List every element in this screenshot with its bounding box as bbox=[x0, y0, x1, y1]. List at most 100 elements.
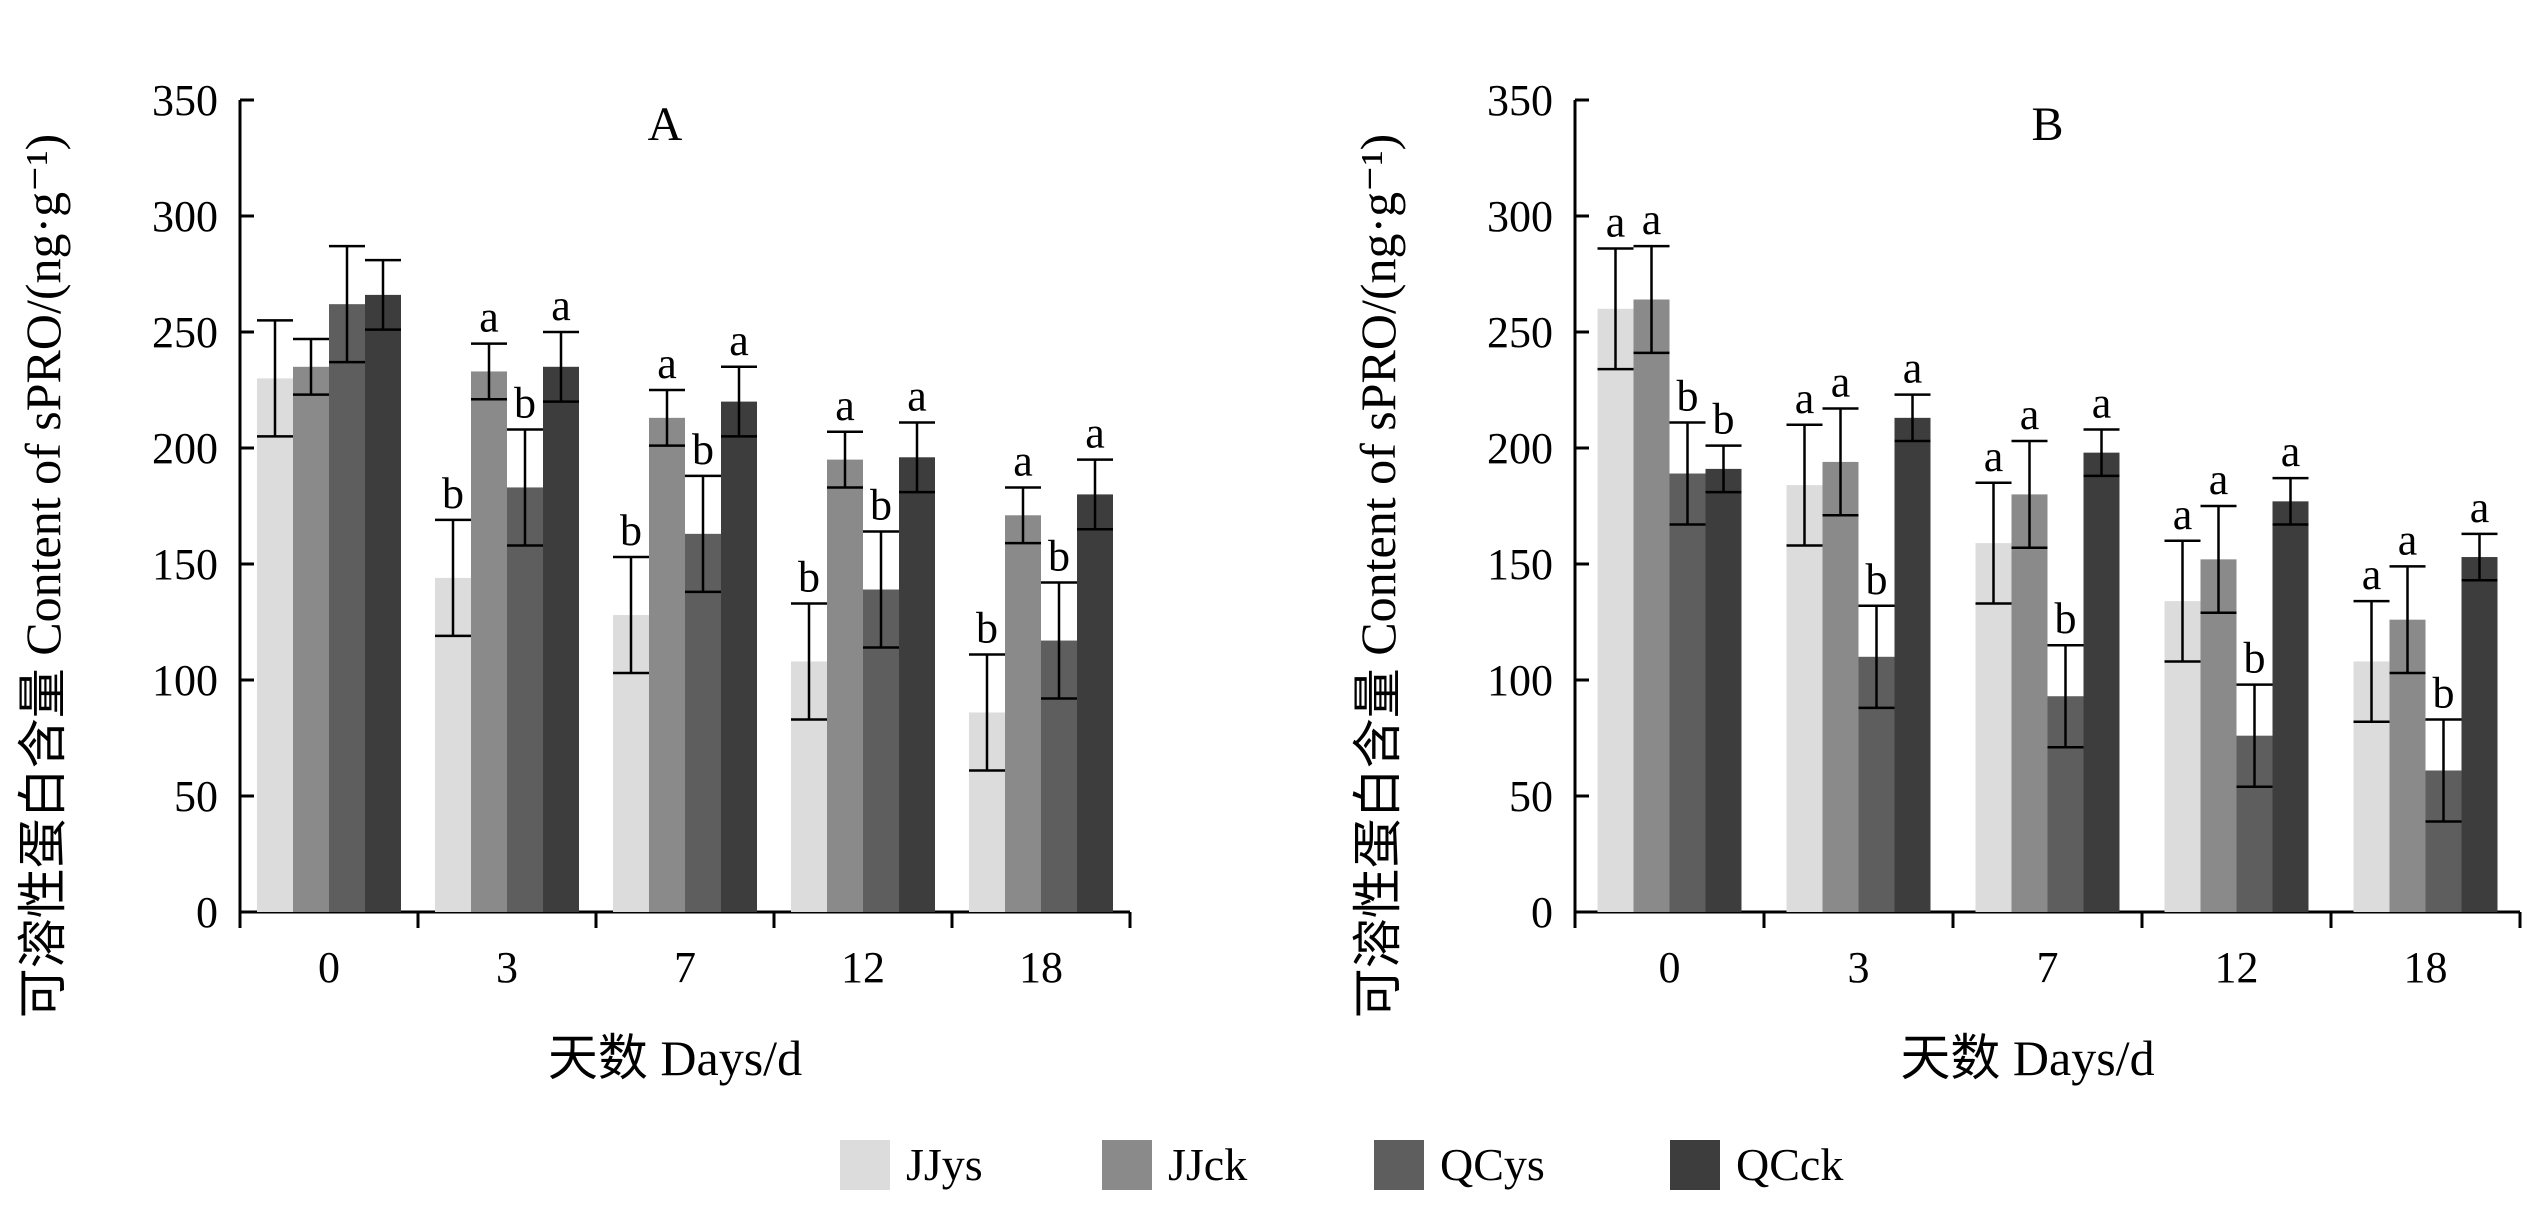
y-tick-label: 250 bbox=[152, 308, 218, 357]
significance-label: a bbox=[479, 293, 499, 342]
y-tick-label: 100 bbox=[152, 656, 218, 705]
significance-label: b bbox=[798, 552, 820, 601]
y-tick-label: 250 bbox=[1487, 308, 1553, 357]
significance-label: a bbox=[2398, 515, 2418, 564]
bar-qcck bbox=[2461, 557, 2498, 912]
significance-label: a bbox=[2209, 455, 2229, 504]
significance-label: b bbox=[1713, 395, 1735, 444]
significance-label: a bbox=[1642, 195, 1662, 244]
y-tick-label: 200 bbox=[1487, 424, 1553, 473]
significance-label: a bbox=[1085, 409, 1105, 458]
x-tick-label: 18 bbox=[1019, 943, 1063, 992]
bar-qcck bbox=[2272, 501, 2309, 912]
x-tick-label: 0 bbox=[1659, 943, 1681, 992]
bar-jjck bbox=[471, 371, 507, 912]
bar-jjck bbox=[827, 459, 863, 912]
x-tick-label: 12 bbox=[841, 943, 885, 992]
significance-label: a bbox=[835, 381, 855, 430]
y-tick-label: 300 bbox=[1487, 192, 1553, 241]
x-tick-label: 7 bbox=[674, 943, 696, 992]
panel-title: B bbox=[2031, 98, 2063, 151]
bar-qcys bbox=[685, 533, 721, 912]
y-tick-label: 150 bbox=[152, 540, 218, 589]
significance-label: a bbox=[1606, 197, 1626, 246]
legend-label-jjck: JJck bbox=[1168, 1139, 1247, 1190]
significance-label: a bbox=[907, 371, 927, 420]
bar-qcck bbox=[1705, 468, 1742, 912]
bar-jjck bbox=[2200, 559, 2237, 912]
bar-qcck bbox=[899, 457, 935, 912]
legend-swatch-jjck bbox=[1102, 1140, 1152, 1190]
significance-label: a bbox=[729, 316, 749, 365]
legend-label-qcck: QCck bbox=[1736, 1139, 1843, 1190]
significance-label: b bbox=[692, 425, 714, 474]
significance-label: a bbox=[1903, 344, 1923, 393]
significance-label: b bbox=[2244, 634, 2266, 683]
significance-label: b bbox=[514, 378, 536, 427]
y-tick-label: 300 bbox=[152, 192, 218, 241]
legend-swatch-jjys bbox=[840, 1140, 890, 1190]
legend-swatch-qcys bbox=[1374, 1140, 1424, 1190]
significance-label: a bbox=[2470, 483, 2490, 532]
y-tick-label: 100 bbox=[1487, 656, 1553, 705]
y-tick-label: 350 bbox=[152, 76, 218, 125]
y-tick-label: 150 bbox=[1487, 540, 1553, 589]
bar-qcck bbox=[1077, 494, 1113, 912]
x-tick-label: 7 bbox=[2037, 943, 2059, 992]
bar-qcck bbox=[1894, 417, 1931, 912]
bar-jjck bbox=[649, 417, 685, 912]
x-tick-label: 3 bbox=[1848, 943, 1870, 992]
bar-qcys bbox=[329, 304, 365, 912]
significance-label: a bbox=[1984, 432, 2004, 481]
bar-qcck bbox=[365, 294, 401, 912]
legend-label-jjys: JJys bbox=[906, 1139, 983, 1190]
x-tick-label: 0 bbox=[318, 943, 340, 992]
legend-label-qcys: QCys bbox=[1440, 1139, 1545, 1190]
significance-label: b bbox=[2433, 668, 2455, 717]
significance-label: a bbox=[2020, 390, 2040, 439]
bar-jjys bbox=[1597, 308, 1634, 912]
bar-qcys bbox=[1669, 473, 1706, 912]
significance-label: b bbox=[1866, 555, 1888, 604]
bar-jjck bbox=[2011, 494, 2048, 912]
significance-label: a bbox=[551, 281, 571, 330]
x-axis-label: 天数 Days/d bbox=[1900, 1030, 2154, 1086]
legend-swatch-qcck bbox=[1670, 1140, 1720, 1190]
y-tick-label: 50 bbox=[174, 772, 218, 821]
x-axis-label: 天数 Days/d bbox=[548, 1030, 802, 1086]
y-tick-label: 0 bbox=[1531, 888, 1553, 937]
bar-jjck bbox=[1633, 299, 1670, 912]
bar-jjys bbox=[1786, 485, 1823, 912]
significance-label: a bbox=[1831, 358, 1851, 407]
significance-label: b bbox=[1677, 371, 1699, 420]
bar-jjck bbox=[1822, 461, 1859, 912]
bar-jjys bbox=[257, 378, 293, 912]
significance-label: a bbox=[1013, 436, 1033, 485]
bar-qcck bbox=[2083, 452, 2120, 912]
significance-label: a bbox=[2281, 427, 2301, 476]
significance-label: b bbox=[2055, 594, 2077, 643]
bar-qcck bbox=[543, 366, 579, 912]
significance-label: a bbox=[1795, 374, 1815, 423]
significance-label: b bbox=[442, 469, 464, 518]
x-tick-label: 18 bbox=[2404, 943, 2448, 992]
significance-label: a bbox=[657, 339, 677, 388]
y-tick-label: 200 bbox=[152, 424, 218, 473]
y-tick-label: 350 bbox=[1487, 76, 1553, 125]
y-axis-label: 可溶性蛋白含量 Content of sPRO/(ng·g⁻¹) bbox=[1350, 134, 1406, 1018]
y-tick-label: 0 bbox=[196, 888, 218, 937]
y-tick-label: 50 bbox=[1509, 772, 1553, 821]
bar-qcys bbox=[507, 487, 543, 912]
significance-label: a bbox=[2092, 378, 2112, 427]
significance-label: b bbox=[1048, 532, 1070, 581]
bar-jjck bbox=[1005, 515, 1041, 912]
significance-label: a bbox=[2173, 490, 2193, 539]
legend: JJys JJck QCys QCck bbox=[840, 1139, 1843, 1190]
panel-title: A bbox=[648, 98, 683, 151]
y-axis-label: 可溶性蛋白含量 Content of sPRO/(ng·g⁻¹) bbox=[15, 134, 71, 1018]
x-tick-label: 3 bbox=[496, 943, 518, 992]
